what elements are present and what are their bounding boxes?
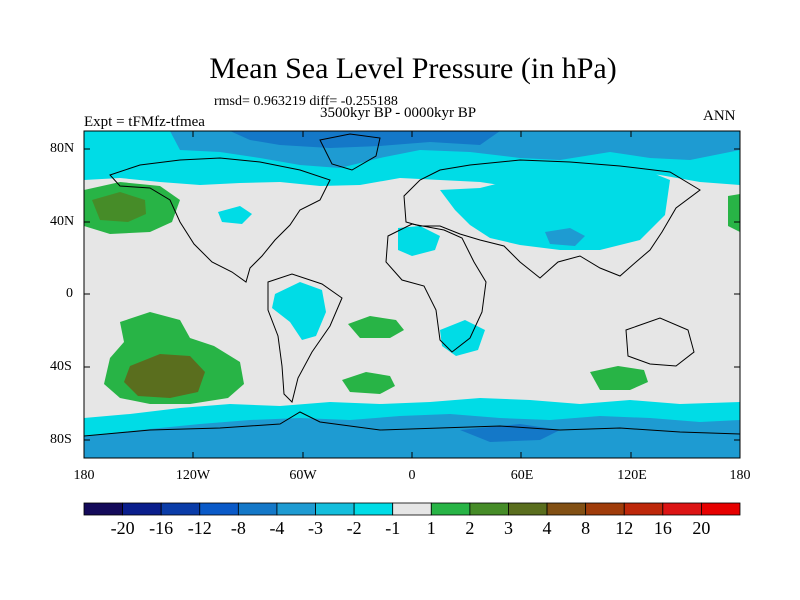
greenland-coast (319, 133, 381, 171)
southern-ocean-strong (84, 414, 740, 458)
colorbar-swatch (430, 502, 471, 516)
colorbar-swatch (392, 502, 432, 516)
x-tick-label: 180 (73, 468, 95, 483)
x-tick-label: 0 (408, 468, 416, 483)
south-atlantic-mid-positive (342, 372, 395, 394)
eurasia-core (545, 228, 585, 246)
x-tick-label: 180 (729, 468, 751, 483)
colorbar-label: -2 (346, 518, 362, 538)
stats-line: rmsd= 0.963219 diff= -0.255188 (214, 94, 398, 109)
colorbar-swatch (469, 502, 509, 516)
south-atlantic-positive (348, 316, 404, 338)
colorbar-swatch (315, 502, 355, 516)
colorbar-label: 3 (503, 518, 513, 538)
x-tick-label: 120W (175, 468, 211, 483)
x-tick-label: 120E (617, 468, 647, 483)
axis-ticks (84, 131, 740, 458)
y-tick-label: 40N (50, 214, 75, 229)
south-pacific-core (124, 354, 205, 398)
y-tick-label: 0 (66, 286, 73, 301)
x-tick-label: 60E (510, 468, 534, 483)
colorbar-label: -12 (187, 518, 212, 538)
north-america-coast (109, 157, 331, 283)
experiment-label: Expt = tFMfz-tfmea (84, 114, 205, 130)
colorbar-swatch (160, 502, 201, 516)
colorbar-label: 2 (465, 518, 475, 538)
colorbar-label: 8 (581, 518, 591, 538)
colorbar-swatch (623, 502, 664, 516)
colorbar-label: -16 (149, 518, 174, 538)
colorbar-swatch (276, 502, 316, 516)
colorbar-swatch (122, 502, 162, 516)
colorbar-swatch (662, 502, 702, 516)
south-america-negative (272, 282, 326, 340)
x-tick-label: 60W (289, 468, 317, 483)
colorbar-label: -4 (269, 518, 285, 538)
colorbar-label: 4 (542, 518, 552, 538)
y-tick-label: 40S (50, 359, 72, 374)
arctic-core-negative (230, 131, 500, 148)
y-tick-label: 80S (50, 432, 72, 447)
colorbar-swatch (199, 502, 239, 516)
colorbar (83, 502, 741, 516)
colorbar-label: -1 (385, 518, 401, 538)
period-label: 3500kyr BP - 0000kyr BP (320, 105, 477, 121)
colorbar-label: 1 (426, 518, 436, 538)
africa-coast (385, 223, 487, 353)
coastlines (84, 133, 740, 437)
colorbar-swatch (585, 502, 625, 516)
north-atlantic-small (218, 206, 252, 224)
colorbar-label: -8 (230, 518, 246, 538)
eurasia-negative (440, 168, 670, 250)
colorbar-label: 12 (615, 518, 634, 538)
south-indian-positive (590, 366, 648, 390)
y-tick-label: 80N (50, 141, 75, 156)
colorbar-swatch (353, 502, 394, 516)
colorbar-label: -20 (110, 518, 135, 538)
colorbar-swatch (546, 502, 587, 516)
north-pacific-core (92, 192, 146, 222)
colorbar-swatch (237, 502, 278, 516)
map-title: Mean Sea Level Pressure (in hPa) (209, 52, 617, 85)
colorbar-label: 20 (692, 518, 711, 538)
australia-coast (625, 317, 695, 367)
colorbar-label: 16 (653, 518, 672, 538)
north-atlantic-east-positive (728, 194, 740, 232)
colorbar-swatch (508, 502, 548, 516)
north-africa-negative (398, 226, 440, 256)
south-america-coast (267, 273, 343, 403)
map-field (84, 131, 740, 458)
season-label: ANN (703, 108, 736, 124)
colorbar-label: -3 (308, 518, 324, 538)
colorbar-swatch (701, 502, 741, 516)
eurasia-coast (403, 159, 701, 279)
colorbar-swatch (83, 502, 123, 516)
antarctica-coast (84, 411, 740, 437)
